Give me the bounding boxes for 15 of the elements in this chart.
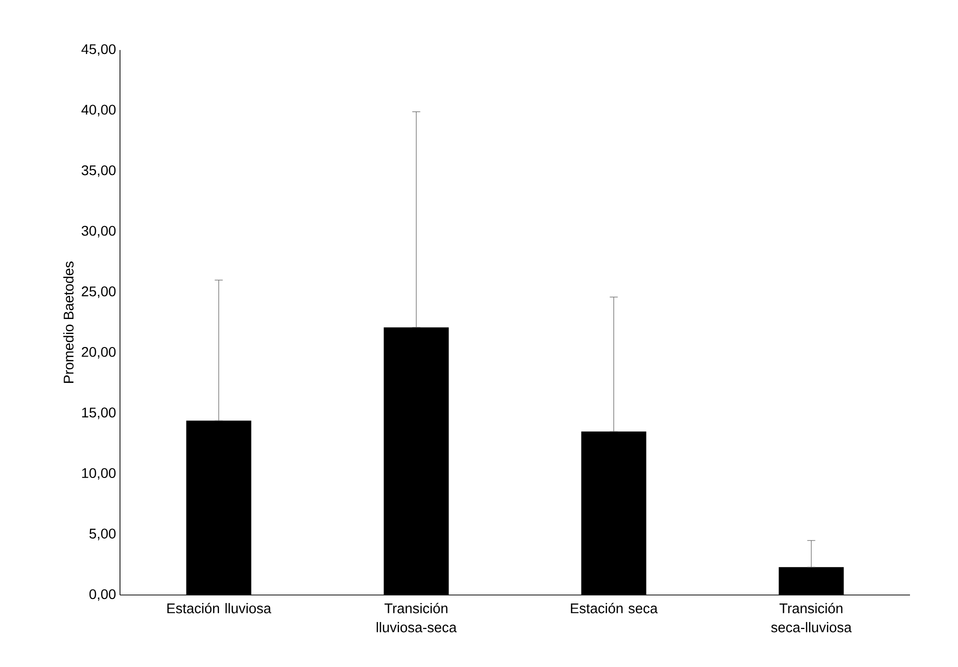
- x-tick-label: Estación lluviosa: [167, 602, 272, 614]
- y-tick-label: 10,00: [82, 468, 116, 480]
- y-tick-label: 45,00: [81, 44, 116, 56]
- y-tick-label: 40,00: [81, 104, 116, 116]
- x-tick-label: Transición lluviosa-seca: [376, 602, 457, 632]
- x-tick-label: Transición seca-lluviosa: [771, 602, 852, 632]
- y-tick-label: 35,00: [82, 165, 116, 177]
- y-axis-title: Promedio Baetodes: [63, 262, 74, 383]
- y-tick-label: 25,00: [82, 286, 116, 298]
- x-tick-label: Estación seca: [570, 602, 658, 614]
- y-tick-label: 20,00: [82, 346, 116, 359]
- y-tick-label: 5,00: [89, 528, 116, 540]
- y-tick-label: 15,00: [82, 408, 116, 420]
- y-tick-label: 0,00: [89, 589, 116, 601]
- y-tick-label: 30,00: [82, 226, 116, 238]
